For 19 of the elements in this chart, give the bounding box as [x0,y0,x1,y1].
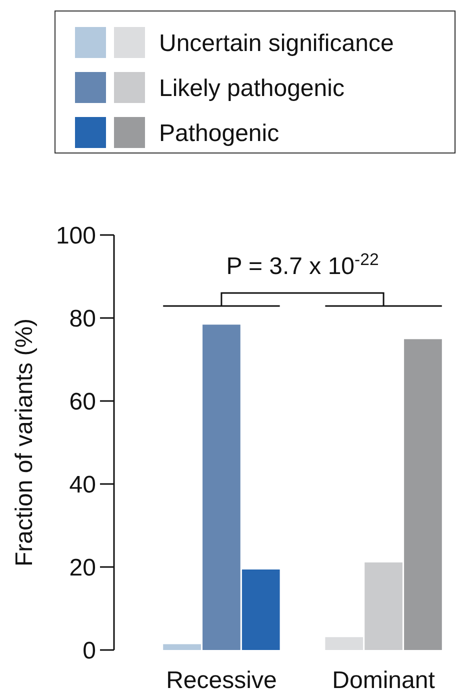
legend-label: Likely pathogenic [159,75,344,102]
y-tick-label: 80 [69,305,96,332]
y-tick-label: 0 [82,637,96,664]
y-tick-label: 40 [69,471,96,498]
legend-label: Uncertain significance [159,30,394,57]
x-tick-label: Recessive [166,667,277,694]
bar [325,637,364,650]
bar [163,644,201,650]
bar [404,339,442,650]
bar [364,562,402,650]
bar [202,324,240,650]
annotation: P = 3.7 x 10$^{-22}$ [226,250,379,280]
y-tick-label: 100 [56,222,96,250]
bar [242,569,280,650]
y-tick-label: 20 [69,554,96,582]
legend-label: Pathogenic [159,120,280,147]
y-axis-title: Fraction of variants (%) [11,318,38,567]
x-tick-label: Dominant [332,667,436,694]
y-tick-label: 60 [69,388,96,416]
